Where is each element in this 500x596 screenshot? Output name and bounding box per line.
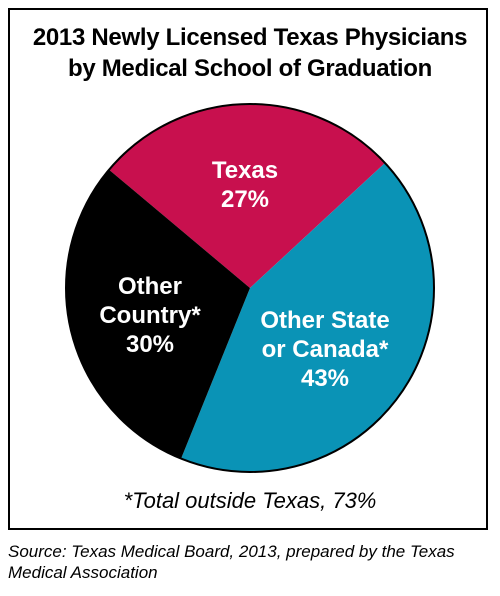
- source-note: Source: Texas Medical Board, 2013, prepa…: [8, 542, 455, 582]
- pie-slice-0: [109, 103, 386, 289]
- chart-footnote: *Total outside Texas, 73%: [123, 488, 377, 513]
- chart-title-line-1: 2013 Newly Licensed Texas Physicians: [32, 24, 468, 51]
- pie-slice-label-2: Other Country* 30%: [99, 273, 201, 358]
- pie-slice-1: [181, 162, 435, 473]
- pie-slice-label-1: Other State or Canada* 43%: [260, 307, 389, 392]
- chart-title: 2013 Newly Licensed Texas Physicians by …: [0, 22, 500, 84]
- pie-outline: [65, 103, 435, 473]
- chart-title-line-2: by Medical School of Graduation: [67, 55, 433, 82]
- pie-slice-label-0: Texas 27%: [212, 157, 278, 213]
- pie-slice-2: [66, 169, 250, 459]
